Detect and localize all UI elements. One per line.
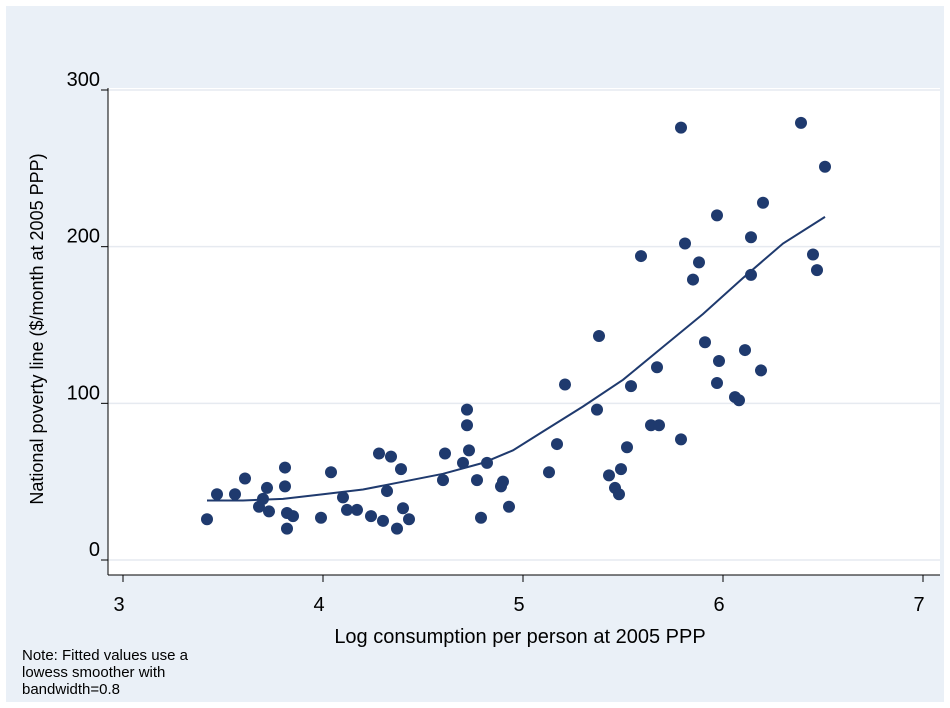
data-point <box>341 503 353 516</box>
data-point <box>257 492 269 505</box>
data-point <box>795 116 807 129</box>
data-point <box>497 475 509 488</box>
data-point <box>615 463 627 476</box>
y-axis-title: National poverty line ($/month at 2005 P… <box>27 153 47 504</box>
data-point <box>279 480 291 493</box>
data-point <box>437 474 449 487</box>
data-point <box>543 466 555 479</box>
data-point <box>391 522 403 535</box>
data-point <box>481 456 493 469</box>
x-tick-label: 5 <box>513 594 524 616</box>
data-point <box>475 511 487 524</box>
y-tick-label: 100 <box>67 382 100 404</box>
data-point <box>675 433 687 446</box>
data-point <box>385 450 397 463</box>
data-point <box>679 237 691 250</box>
data-point <box>621 441 633 454</box>
data-point <box>463 444 475 457</box>
data-point <box>551 438 563 451</box>
data-point <box>263 505 275 518</box>
data-point <box>337 491 349 504</box>
data-point <box>755 364 767 377</box>
data-point <box>279 461 291 474</box>
data-point <box>757 196 769 209</box>
x-tick-label: 6 <box>713 594 724 616</box>
data-point <box>675 121 687 134</box>
data-point <box>745 268 757 281</box>
data-point <box>287 510 299 523</box>
x-tick-label: 4 <box>313 594 324 616</box>
data-point <box>261 481 273 494</box>
y-tick-label: 200 <box>67 226 100 248</box>
y-tick-label: 0 <box>89 539 100 561</box>
data-point <box>603 469 615 482</box>
data-point <box>559 378 571 391</box>
data-point <box>397 502 409 515</box>
data-point <box>811 264 823 277</box>
data-point <box>461 419 473 432</box>
x-tick-label: 3 <box>113 594 124 616</box>
x-tick-label: 7 <box>913 594 924 616</box>
data-point <box>819 160 831 173</box>
data-point <box>381 485 393 498</box>
data-point <box>439 447 451 460</box>
chart-note: Note: Fitted values use a lowess smoothe… <box>22 647 188 698</box>
data-point <box>733 394 745 407</box>
data-point <box>711 209 723 222</box>
data-point <box>457 456 469 469</box>
data-point <box>281 522 293 535</box>
data-point <box>745 231 757 244</box>
data-point <box>229 488 241 501</box>
data-point <box>625 380 637 393</box>
data-point <box>653 419 665 432</box>
data-point <box>365 510 377 523</box>
fitted-line <box>207 216 826 502</box>
data-point <box>325 466 337 479</box>
data-point <box>739 344 751 357</box>
data-point <box>211 488 223 501</box>
data-point <box>807 248 819 261</box>
data-point <box>315 511 327 524</box>
data-point <box>635 250 647 263</box>
data-point <box>693 256 705 269</box>
data-point <box>351 503 363 516</box>
data-point <box>201 513 213 526</box>
data-point <box>613 488 625 501</box>
data-point <box>503 500 515 513</box>
plot-area <box>108 88 940 575</box>
data-point <box>239 472 251 485</box>
data-point <box>651 361 663 374</box>
data-point <box>461 403 473 416</box>
data-point <box>687 273 699 286</box>
data-point <box>593 329 605 342</box>
data-point <box>699 336 711 349</box>
data-point <box>471 474 483 487</box>
x-axis-title: Log consumption per person at 2005 PPP <box>334 626 705 648</box>
data-point <box>395 463 407 476</box>
y-tick-label: 300 <box>67 69 100 91</box>
data-point <box>711 376 723 389</box>
data-point <box>713 355 725 368</box>
data-point <box>377 514 389 527</box>
data-point <box>591 403 603 416</box>
data-point <box>403 513 415 526</box>
data-point <box>373 447 385 460</box>
